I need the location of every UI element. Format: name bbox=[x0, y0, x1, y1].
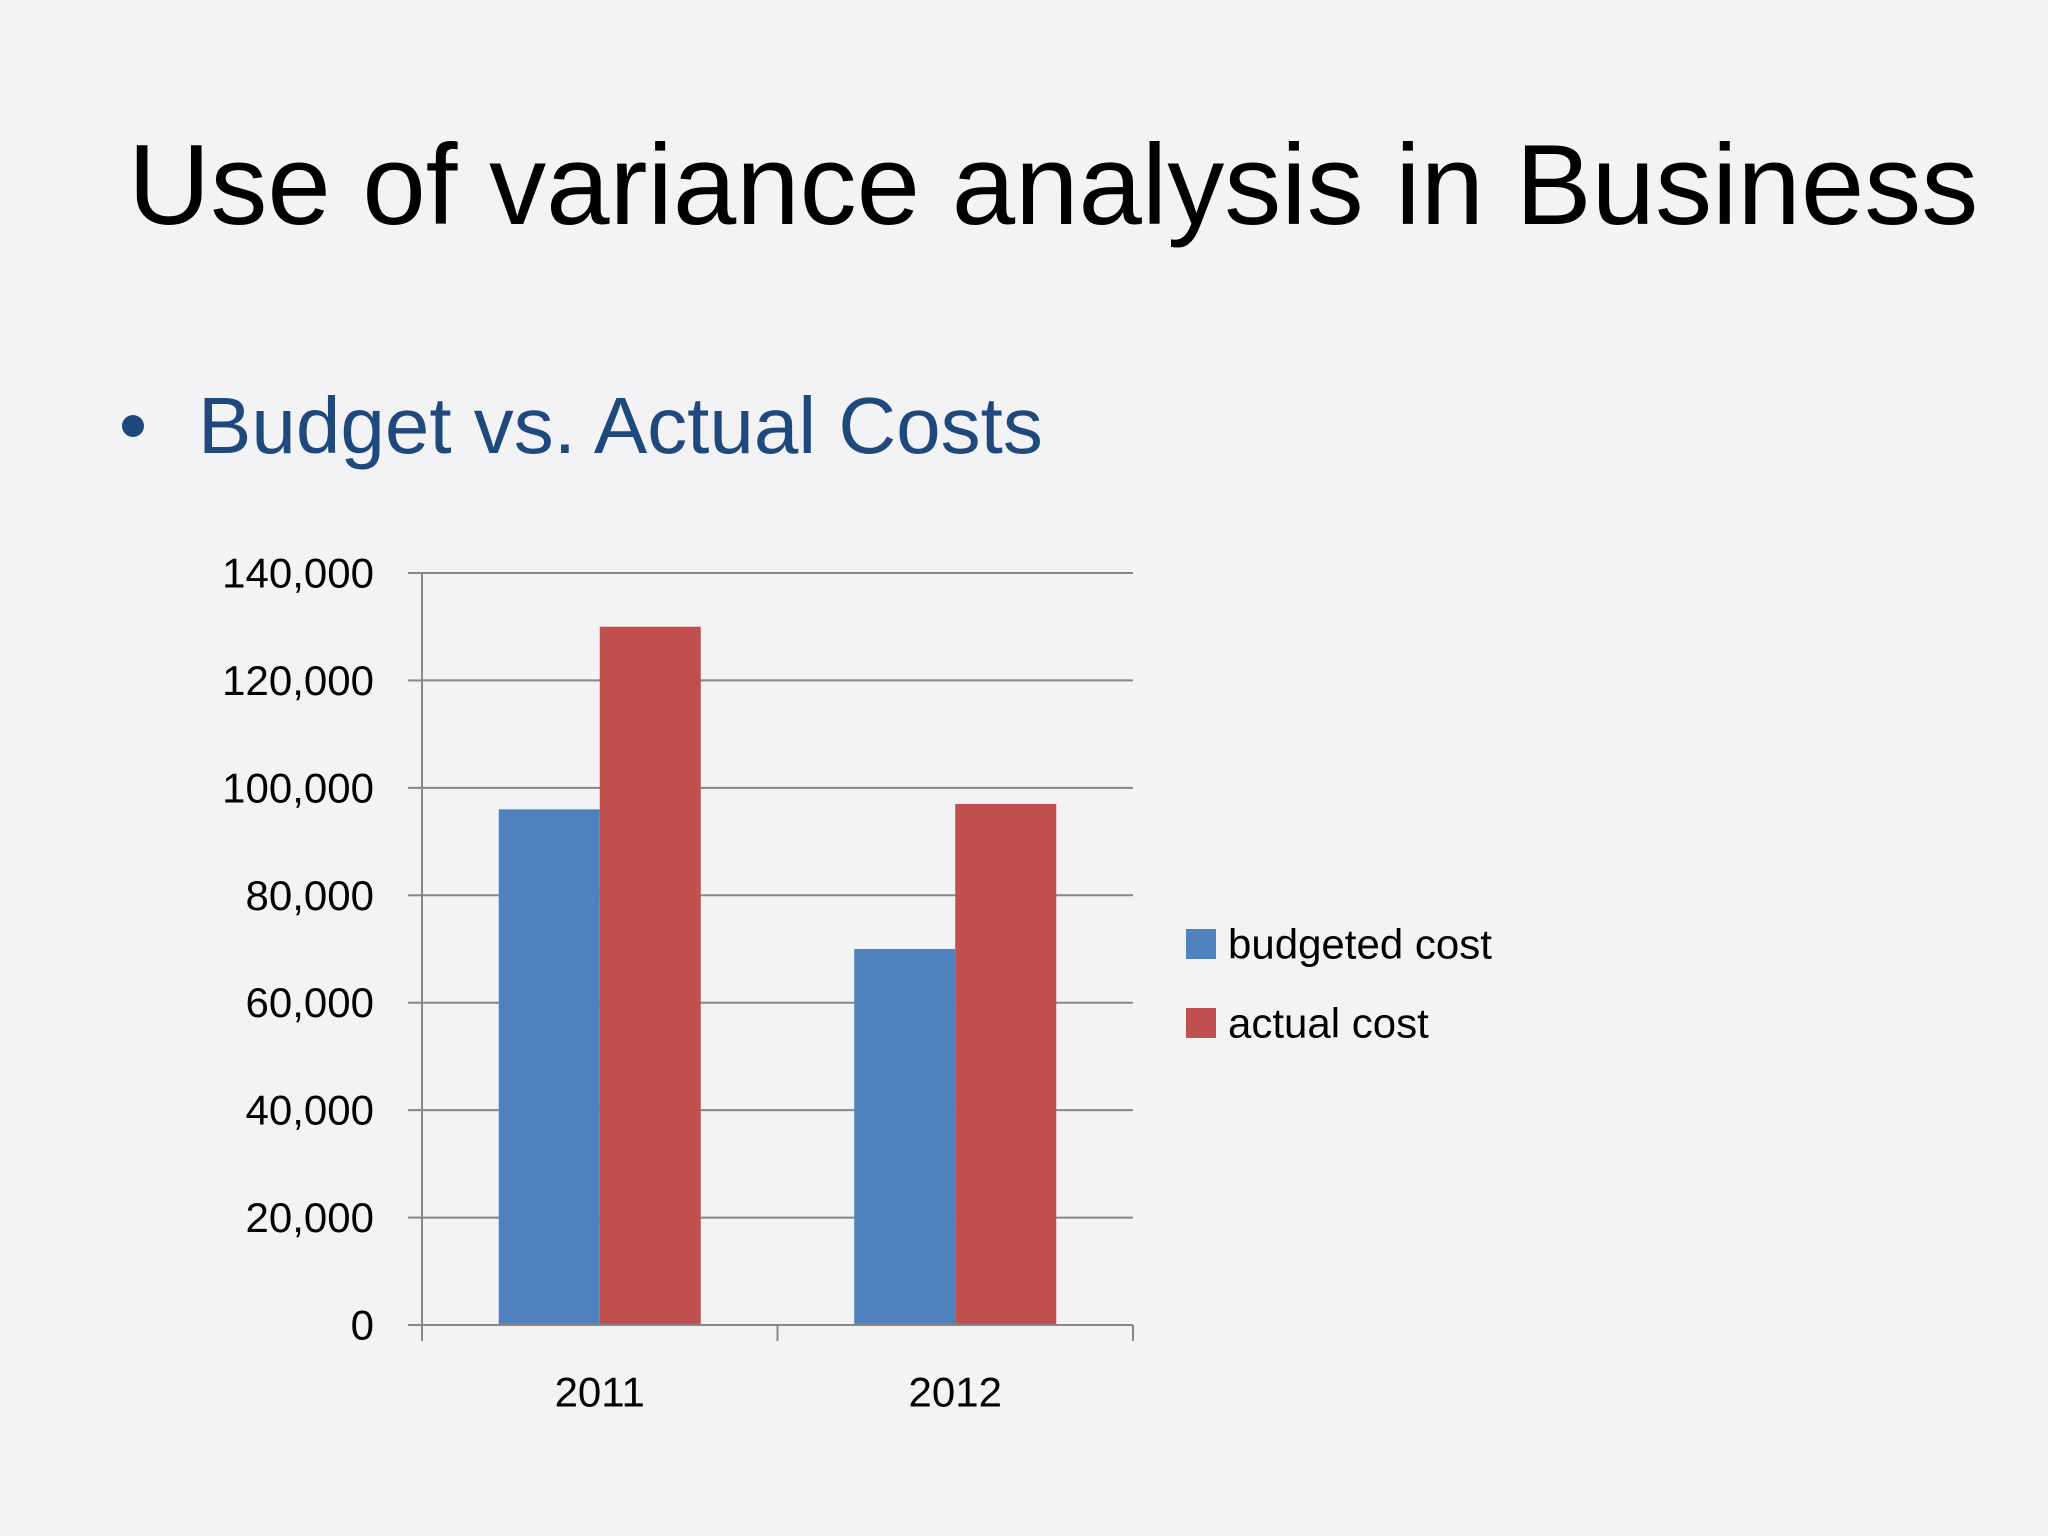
y-tick-label: 0 bbox=[351, 1302, 374, 1349]
bars bbox=[498, 626, 1057, 1325]
bar-budgeted-cost-2011 bbox=[498, 809, 600, 1325]
bullet-dot-icon bbox=[122, 415, 144, 437]
x-tick-label: 2012 bbox=[909, 1369, 1002, 1416]
legend-label: actual cost bbox=[1228, 1000, 1429, 1047]
bar-actual-cost-2011 bbox=[599, 626, 701, 1325]
y-tick-label: 140,000 bbox=[222, 550, 374, 597]
y-tick-label: 40,000 bbox=[246, 1087, 374, 1134]
axes: 0 20,000 40,000 60,000 80,000 100,000 120,000 1… bbox=[222, 550, 1134, 1416]
legend-swatch bbox=[1186, 1008, 1216, 1038]
bullet-text: Budget vs. Actual Costs bbox=[198, 381, 1043, 470]
y-tick-label: 120,000 bbox=[222, 657, 374, 704]
bar-budgeted-cost-2012 bbox=[854, 949, 956, 1325]
legend-label: budgeted cost bbox=[1228, 921, 1492, 968]
y-tick-label: 60,000 bbox=[246, 979, 374, 1026]
slide-title: Use of variance analysis in Business bbox=[128, 122, 1979, 249]
y-tick-label: 100,000 bbox=[222, 764, 374, 811]
x-tick-label: 2011 bbox=[555, 1369, 645, 1416]
legend: budgeted cost actual cost bbox=[1186, 921, 1492, 1047]
bullet-item: Budget vs. Actual Costs bbox=[122, 378, 1043, 474]
legend-swatch bbox=[1186, 929, 1216, 959]
y-tick-label: 20,000 bbox=[246, 1194, 374, 1241]
bar-actual-cost-2012 bbox=[955, 803, 1057, 1325]
y-tick-label: 80,000 bbox=[246, 872, 374, 919]
